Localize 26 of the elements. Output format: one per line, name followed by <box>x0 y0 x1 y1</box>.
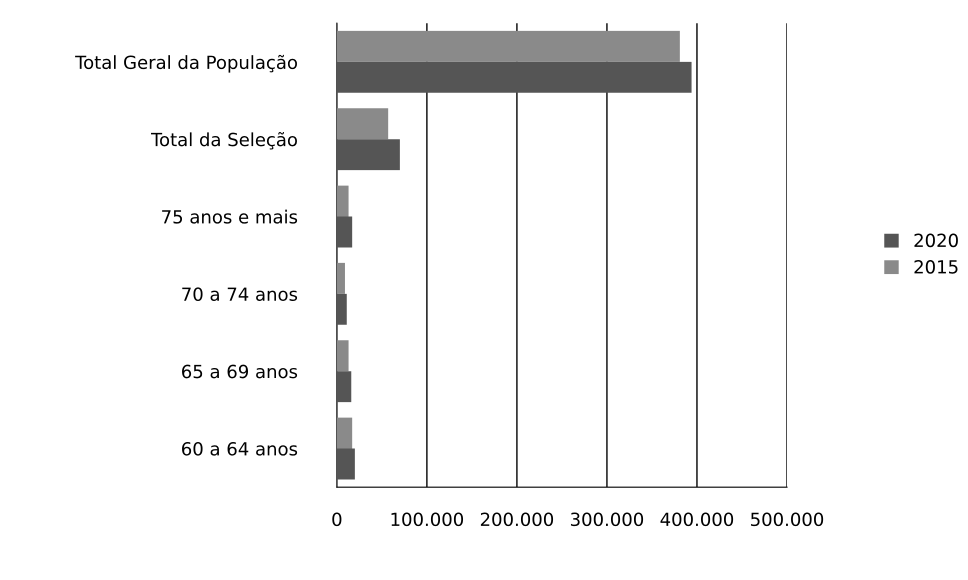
x-tick-label: 200.000 <box>480 512 554 526</box>
x-tick-label: 400.000 <box>660 512 734 526</box>
bar <box>336 262 345 294</box>
y-tick-label: 60 a 64 anos <box>182 442 298 456</box>
bar <box>336 30 680 62</box>
bar <box>336 62 692 93</box>
bar <box>336 216 352 248</box>
bar <box>336 108 388 140</box>
legend-label: 2020 <box>914 234 958 248</box>
y-tick-label: 75 anos e mais <box>162 210 298 224</box>
x-tick-label: 100.000 <box>392 512 464 526</box>
bar <box>336 340 349 372</box>
y-tick-label: 65 a 69 anos <box>182 364 298 378</box>
x-tick-label: 500.000 <box>751 512 824 526</box>
y-tick-label: 70 a 74 anos <box>182 287 298 301</box>
bar <box>336 139 400 170</box>
y-tick-label: Total Geral da População <box>75 54 297 73</box>
bar <box>336 448 355 480</box>
x-tick-label: 0 <box>332 512 342 526</box>
bar <box>336 294 347 325</box>
legend-label: 2015 <box>914 260 958 274</box>
bar <box>336 186 349 217</box>
x-tick-label: 300.000 <box>570 512 644 526</box>
bar <box>336 371 352 402</box>
bar <box>336 418 352 449</box>
y-tick-label: Total da Seleção <box>151 132 297 150</box>
